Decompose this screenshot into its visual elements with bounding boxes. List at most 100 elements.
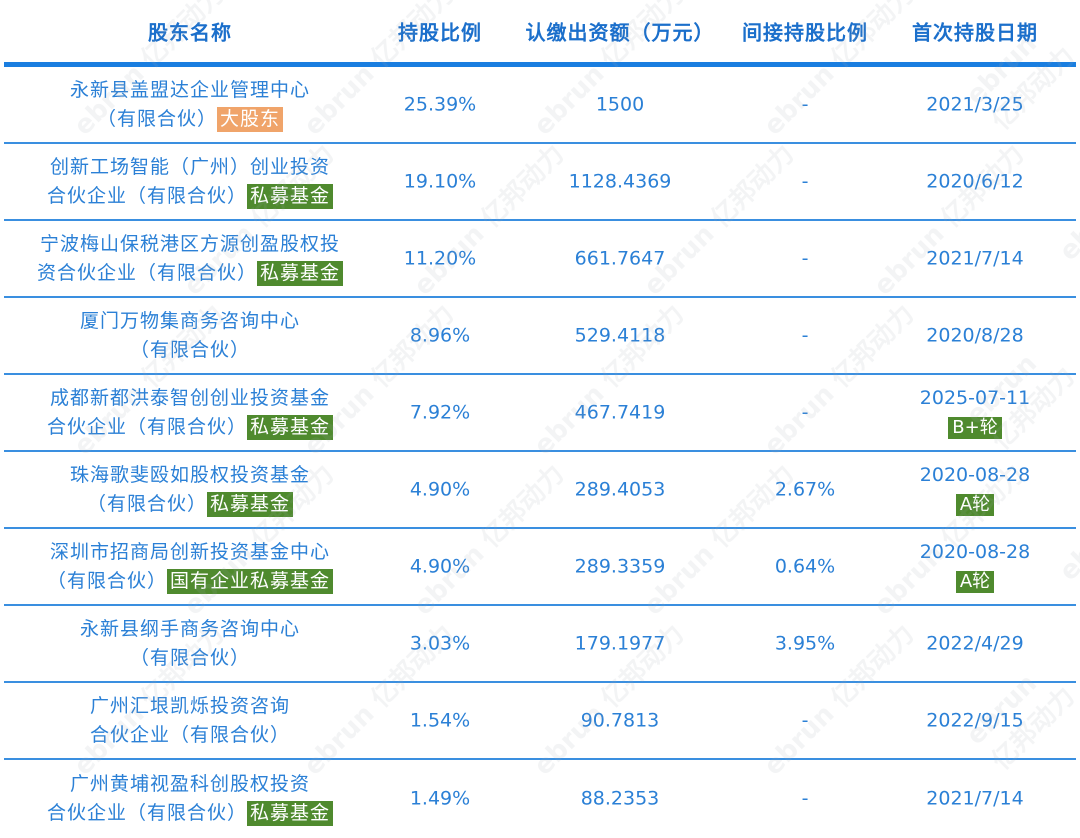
- share-ratio-cell: 4.90%: [409, 478, 471, 500]
- first-date-cell: 2021/7/14: [885, 784, 1065, 813]
- share-ratio-cell: 25.39%: [403, 93, 477, 115]
- first-date-cell: 2025-07-11 B+轮: [885, 384, 1065, 442]
- share-ratio-cell: 1.49%: [409, 787, 471, 809]
- shareholder-name-cell: 成都新都洪泰智创创业投资基金 合伙企业（有限合伙） 私募基金: [0, 384, 380, 442]
- subscribed-capital-cell: 88.2353: [580, 787, 660, 809]
- table-body: 永新县盖盟达企业管理中心 （有限合伙） 大股东 25.39% 1500 - 202…: [0, 67, 1080, 837]
- indirect-ratio-cell: -: [801, 170, 809, 192]
- shareholder-name-line1: 珠海歌斐殴如股权投资基金: [69, 463, 310, 486]
- subscribed-capital-cell: 289.4053: [574, 478, 666, 500]
- table-row: 永新县纲手商务咨询中心 （有限合伙） 3.03% 179.1977 3.95% …: [4, 606, 1076, 683]
- funding-round-tag: A轮: [955, 570, 995, 593]
- first-date-cell: 2022/9/15: [885, 706, 1065, 735]
- subscribed-capital-cell: 467.7419: [574, 401, 666, 423]
- first-date-cell: 2022/4/29: [885, 629, 1065, 658]
- table-row: 厦门万物集商务咨询中心 （有限合伙） 8.96% 529.4118 - 2020…: [4, 298, 1076, 375]
- header-shareholder-name: 股东名称: [148, 20, 232, 45]
- share-ratio-cell: 11.20%: [403, 247, 477, 269]
- table-row: 珠海歌斐殴如股权投资基金 （有限合伙） 私募基金 4.90% 289.4053 2…: [4, 452, 1076, 529]
- first-date-value: 2021/7/14: [926, 787, 1024, 809]
- table-row: 永新县盖盟达企业管理中心 （有限合伙） 大股东 25.39% 1500 - 202…: [4, 67, 1076, 144]
- first-date-value: 2020/8/28: [926, 324, 1024, 346]
- header-indirect-ratio: 间接持股比例: [742, 20, 868, 45]
- shareholder-name-line1: 创新工场智能（广州）创业投资: [49, 155, 330, 178]
- first-date-cell: 2020/6/12: [885, 167, 1065, 196]
- shareholder-name-suffix: （有限合伙）: [129, 646, 250, 669]
- shareholder-name-suffix: 资合伙企业（有限合伙）: [36, 261, 257, 284]
- shareholder-name-line1: 广州黄埔视盈科创股权投资: [69, 772, 310, 795]
- shareholder-name-line1: 永新县盖盟达企业管理中心: [69, 78, 310, 101]
- shareholder-name-cell: 珠海歌斐殴如股权投资基金 （有限合伙） 私募基金: [0, 461, 380, 519]
- shareholder-name-line2: （有限合伙）: [0, 336, 380, 365]
- share-ratio-cell: 4.90%: [409, 555, 471, 577]
- shareholder-name-line1: 成都新都洪泰智创创业投资基金: [49, 386, 330, 409]
- shareholder-name-suffix: （有限合伙）: [86, 492, 207, 515]
- shareholder-name-suffix: 合伙企业（有限合伙）: [46, 184, 247, 207]
- header-first-date: 首次持股日期: [912, 20, 1038, 45]
- table-row: 成都新都洪泰智创创业投资基金 合伙企业（有限合伙） 私募基金 7.92% 467.…: [4, 375, 1076, 452]
- subscribed-capital-cell: 529.4118: [574, 324, 666, 346]
- funding-round-tag: B+轮: [948, 416, 1002, 439]
- shareholder-name-line2: 合伙企业（有限合伙） 私募基金: [0, 799, 380, 828]
- shareholder-type-tag: 私募基金: [247, 414, 334, 440]
- first-date-value: 2022/4/29: [926, 632, 1024, 654]
- shareholder-name-cell: 永新县盖盟达企业管理中心 （有限合伙） 大股东: [0, 76, 380, 134]
- shareholder-name-line1: 广州汇垠凯烁投资咨询: [89, 694, 290, 717]
- shareholder-name-suffix: （有限合伙）: [96, 107, 217, 130]
- header-subscribed-capital: 认缴出资额（万元）: [525, 20, 715, 45]
- table-row: 深圳市招商局创新投资基金中心 （有限合伙） 国有企业私募基金 4.90% 289.…: [4, 529, 1076, 606]
- table-row: 广州汇垠凯烁投资咨询 合伙企业（有限合伙） 1.54% 90.7813 - 20…: [4, 683, 1076, 760]
- indirect-ratio-cell: -: [801, 787, 809, 809]
- shareholder-name-suffix: 合伙企业（有限合伙）: [46, 801, 247, 824]
- funding-round-tag: A轮: [955, 493, 995, 516]
- shareholder-type-tag: 私募基金: [247, 800, 334, 826]
- shareholder-name-line2: 合伙企业（有限合伙）: [0, 721, 380, 750]
- indirect-ratio-cell: -: [801, 709, 809, 731]
- subscribed-capital-cell: 1500: [595, 93, 645, 115]
- shareholder-name-cell: 广州黄埔视盈科创股权投资 合伙企业（有限合伙） 私募基金: [0, 770, 380, 828]
- shareholder-name-cell: 宁波梅山保税港区方源创盈股权投 资合伙企业（有限合伙） 私募基金: [0, 230, 380, 288]
- first-date-value: 2020-08-28: [919, 463, 1031, 486]
- indirect-ratio-cell: -: [801, 247, 809, 269]
- shareholder-name-line2: 合伙企业（有限合伙） 私募基金: [0, 182, 380, 211]
- first-date-cell: 2021/3/25: [885, 90, 1065, 119]
- shareholder-type-tag: 私募基金: [207, 491, 294, 517]
- header-share-ratio: 持股比例: [398, 20, 482, 45]
- first-date-value: 2020-08-28: [919, 540, 1031, 563]
- share-ratio-cell: 1.54%: [409, 709, 471, 731]
- subscribed-capital-cell: 90.7813: [580, 709, 660, 731]
- shareholder-name-line1: 宁波梅山保税港区方源创盈股权投: [39, 232, 340, 255]
- shareholder-name-cell: 深圳市招商局创新投资基金中心 （有限合伙） 国有企业私募基金: [0, 538, 380, 596]
- first-date-cell: 2020-08-28 A轮: [885, 538, 1065, 596]
- shareholder-name-suffix: （有限合伙）: [129, 338, 250, 361]
- indirect-ratio-cell: 3.95%: [774, 632, 836, 654]
- shareholder-name-line1: 深圳市招商局创新投资基金中心: [49, 540, 330, 563]
- shareholder-name-line2: （有限合伙） 大股东: [0, 105, 380, 134]
- shareholder-name-cell: 创新工场智能（广州）创业投资 合伙企业（有限合伙） 私募基金: [0, 153, 380, 211]
- first-date-cell: 2020-08-28 A轮: [885, 461, 1065, 519]
- indirect-ratio-cell: -: [801, 324, 809, 346]
- subscribed-capital-cell: 179.1977: [574, 632, 666, 654]
- shareholder-type-tag: 私募基金: [257, 260, 344, 286]
- shareholder-name-line2: （有限合伙） 国有企业私募基金: [0, 567, 380, 596]
- first-date-cell: 2020/8/28: [885, 321, 1065, 350]
- share-ratio-cell: 3.03%: [409, 632, 471, 654]
- header-divider: [4, 62, 1076, 67]
- subscribed-capital-cell: 1128.4369: [568, 170, 672, 192]
- subscribed-capital-cell: 661.7647: [574, 247, 666, 269]
- shareholder-name-suffix: 合伙企业（有限合伙）: [89, 723, 290, 746]
- first-date-cell: 2021/7/14: [885, 244, 1065, 273]
- table-row: 广州黄埔视盈科创股权投资 合伙企业（有限合伙） 私募基金 1.49% 88.235…: [4, 760, 1076, 837]
- shareholder-name-line1: 永新县纲手商务咨询中心: [79, 617, 300, 640]
- indirect-ratio-cell: -: [801, 93, 809, 115]
- first-date-value: 2021/3/25: [926, 93, 1024, 115]
- shareholder-name-suffix: （有限合伙）: [46, 569, 167, 592]
- shareholder-type-tag: 国有企业私募基金: [167, 568, 334, 594]
- shareholder-name-cell: 厦门万物集商务咨询中心 （有限合伙）: [0, 307, 380, 365]
- shareholder-name-cell: 永新县纲手商务咨询中心 （有限合伙）: [0, 615, 380, 673]
- table-row: 创新工场智能（广州）创业投资 合伙企业（有限合伙） 私募基金 19.10% 112…: [4, 144, 1076, 221]
- first-date-value: 2021/7/14: [926, 247, 1024, 269]
- shareholder-name-line2: 资合伙企业（有限合伙） 私募基金: [0, 259, 380, 288]
- first-date-value: 2025-07-11: [919, 386, 1031, 409]
